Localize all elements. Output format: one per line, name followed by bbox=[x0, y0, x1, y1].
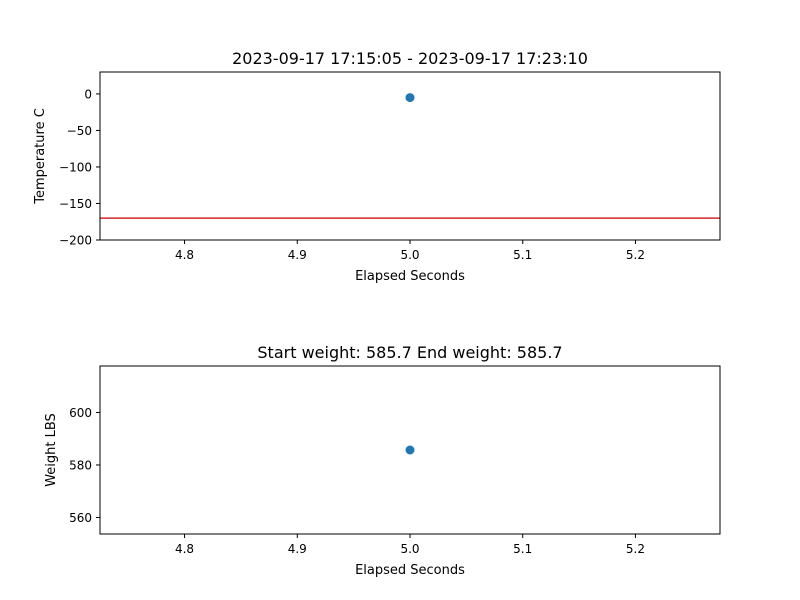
weight-x-axis-label: Elapsed Seconds bbox=[355, 563, 465, 578]
temperature-y-tick-label: −150 bbox=[59, 197, 92, 211]
weight-data-point bbox=[405, 445, 415, 455]
temperature-chart-title: 2023-09-17 17:15:05 - 2023-09-17 17:23:1… bbox=[232, 49, 588, 68]
weight-y-axis-label: Weight LBS bbox=[44, 413, 59, 487]
temperature-x-tick-label: 5.0 bbox=[400, 248, 419, 262]
temperature-y-axis-label: Temperature C bbox=[33, 108, 48, 205]
temperature-data-point bbox=[405, 93, 415, 103]
temperature-y-tick-label: −100 bbox=[59, 160, 92, 174]
weight-x-tick-label: 5.1 bbox=[513, 542, 532, 556]
temperature-y-tick-label: −50 bbox=[67, 124, 92, 138]
weight-ticks: 4.8 4.9 5.0 5.1 5.2 600 580 560 bbox=[69, 406, 645, 556]
weight-x-tick-label: 4.8 bbox=[175, 542, 194, 556]
temperature-subplot: 2023-09-17 17:15:05 - 2023-09-17 17:23:1… bbox=[33, 49, 721, 284]
temperature-x-axis-label: Elapsed Seconds bbox=[355, 269, 465, 284]
weight-x-tick-label: 5.2 bbox=[626, 542, 645, 556]
weight-subplot: Start weight: 585.7 End weight: 585.7 4.… bbox=[44, 343, 721, 578]
weight-chart-title: Start weight: 585.7 End weight: 585.7 bbox=[257, 343, 562, 362]
temperature-x-tick-label: 4.8 bbox=[175, 248, 194, 262]
weight-y-tick-label: 600 bbox=[69, 406, 92, 420]
weight-y-tick-label: 560 bbox=[69, 511, 92, 525]
weight-points bbox=[405, 445, 415, 455]
temperature-x-tick-label: 4.9 bbox=[288, 248, 307, 262]
weight-y-tick-label: 580 bbox=[69, 458, 92, 472]
temperature-plot-frame bbox=[99, 71, 721, 241]
weight-x-tick-label: 4.9 bbox=[288, 542, 307, 556]
temperature-y-tick-label: −200 bbox=[59, 234, 92, 248]
temperature-points bbox=[405, 93, 415, 103]
temperature-y-tick-label: 0 bbox=[84, 87, 92, 101]
temperature-x-tick-label: 5.2 bbox=[626, 248, 645, 262]
weight-x-tick-label: 5.0 bbox=[400, 542, 419, 556]
temperature-x-tick-label: 5.1 bbox=[513, 248, 532, 262]
temperature-ticks: 4.8 4.9 5.0 5.1 5.2 0 −50 −100 −150 −200 bbox=[59, 87, 645, 262]
weight-plot-frame bbox=[99, 365, 721, 535]
